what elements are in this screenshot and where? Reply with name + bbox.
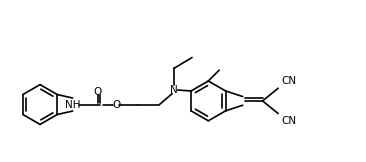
Text: O: O: [112, 99, 120, 110]
Text: N: N: [170, 85, 178, 95]
Text: CN: CN: [281, 116, 296, 126]
Text: CN: CN: [281, 76, 296, 86]
Text: O: O: [94, 87, 102, 97]
Text: NH: NH: [65, 99, 81, 110]
